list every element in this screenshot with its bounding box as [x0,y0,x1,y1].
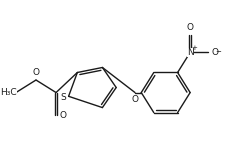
Text: S: S [60,93,66,102]
Text: O: O [211,48,218,57]
Text: O: O [60,111,66,120]
Text: −: − [216,50,221,56]
Text: N: N [187,48,194,57]
Text: O: O [187,23,194,32]
Text: +: + [191,45,197,51]
Text: O: O [132,95,139,104]
Text: H₃C: H₃C [1,88,17,97]
Text: O: O [33,69,40,78]
